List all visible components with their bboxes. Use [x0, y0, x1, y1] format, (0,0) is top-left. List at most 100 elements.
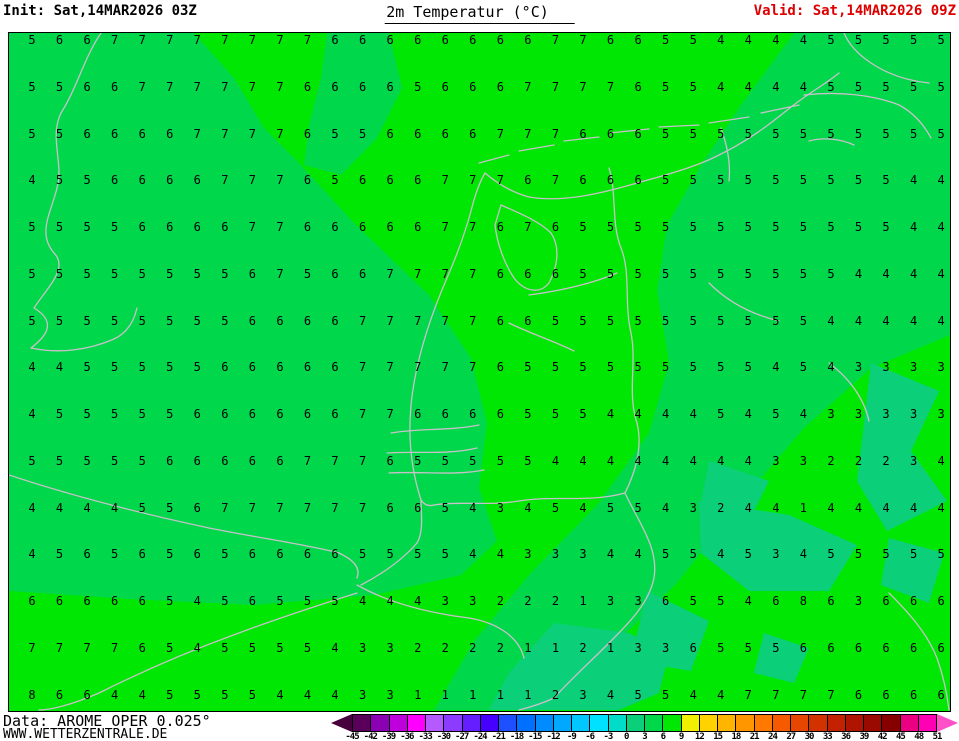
temp-value: 5 — [799, 173, 808, 188]
temp-value: 5 — [138, 266, 146, 281]
temp-value: 5 — [83, 220, 91, 234]
temp-value: 6 — [496, 360, 504, 375]
temp-value: 4 — [799, 547, 808, 562]
temp-value: 6 — [166, 173, 174, 188]
temp-value: 5 — [579, 313, 587, 328]
temp-value: 5 — [717, 640, 725, 655]
temp-value: 7 — [386, 313, 394, 328]
temp-value: 4 — [909, 500, 918, 515]
temp-value: 6 — [193, 453, 201, 468]
temp-value: 4 — [606, 407, 615, 421]
colorbar-tick-label: 39 — [859, 732, 869, 741]
temp-value: 4 — [937, 173, 945, 188]
temp-value: 4 — [717, 79, 725, 94]
temp-value: 5 — [138, 360, 146, 375]
temp-value: 4 — [717, 453, 725, 468]
temp-value: 3 — [441, 594, 449, 608]
temp-value: 6 — [221, 360, 229, 375]
temp-value: 6 — [221, 220, 229, 234]
temp-value: 5 — [55, 313, 64, 328]
coastline-france — [38, 592, 358, 711]
temp-value: 4 — [909, 266, 918, 281]
temp-value: 5 — [744, 360, 752, 375]
temp-value: 5 — [937, 33, 945, 47]
temp-value: 5 — [744, 266, 752, 281]
temp-value: 6 — [689, 640, 697, 655]
temp-value: 5 — [138, 407, 146, 421]
temp-value: 4 — [414, 594, 422, 608]
border-nl-be — [420, 492, 626, 507]
temp-value: 6 — [83, 547, 91, 562]
temp-value: 6 — [854, 640, 863, 655]
temp-value: 5 — [689, 360, 697, 375]
temp-value: 5 — [111, 360, 119, 375]
temp-value: 4 — [937, 500, 945, 515]
river-thames — [30, 307, 138, 352]
temp-value: 7 — [138, 33, 146, 47]
temp-value: 6 — [276, 313, 284, 328]
temp-value: 5 — [689, 313, 697, 328]
temp-value: 5 — [111, 220, 119, 234]
temp-value: 6 — [827, 594, 835, 608]
temp-value: 7 — [193, 33, 201, 47]
temp-value: 7 — [551, 126, 560, 141]
temperature-grid: 5 6 6 7 7 7 7 7 7 7 7 6 6 6 6 6 6 6 6 7 7 6 6 5 5 4 4 4 4 5 5 5 5 5 5 5 6 6 7 7… — [9, 33, 950, 711]
temp-value: 7 — [386, 266, 394, 281]
temp-value: 7 — [579, 33, 587, 47]
temp-value: 4 — [744, 594, 752, 608]
temp-value: 6 — [414, 33, 422, 47]
temp-value: 5 — [634, 360, 642, 375]
temp-value: 3 — [854, 594, 863, 608]
temp-value: 6 — [414, 173, 422, 188]
temp-value: 4 — [882, 313, 890, 328]
temp-value: 5 — [221, 313, 229, 328]
temp-value: 7 — [358, 360, 367, 375]
temp-value: 5 — [772, 126, 780, 141]
temp-value: 5 — [469, 453, 477, 468]
temp-value: 5 — [717, 266, 725, 281]
colorbar-tick-label: 42 — [877, 732, 888, 741]
temp-value: 5 — [28, 313, 36, 328]
temp-value: 3 — [909, 360, 918, 375]
colorbar-tick-label: 48 — [914, 732, 924, 741]
colorbar-cell — [444, 715, 463, 731]
temp-value: 5 — [827, 220, 835, 234]
temp-value: 7 — [221, 33, 229, 47]
temp-value: 5 — [772, 640, 780, 655]
temp-value: 7 — [276, 266, 284, 281]
temp-value: 5 — [414, 453, 422, 468]
colorbar-tick-label: -27 — [455, 732, 469, 741]
temp-value: 5 — [166, 547, 174, 562]
temp-value: 1 — [606, 640, 615, 655]
temp-value: 6 — [441, 126, 449, 141]
coastline-uk-southeast — [9, 474, 359, 579]
temp-value: 5 — [166, 687, 174, 702]
temp-value: 6 — [496, 313, 504, 328]
temp-value: 5 — [331, 126, 339, 141]
temp-value: 6 — [331, 79, 339, 94]
temp-value: 6 — [634, 33, 642, 47]
temp-value: 6 — [662, 594, 670, 608]
temp-value: 4 — [138, 687, 146, 702]
temp-value: 6 — [248, 407, 257, 421]
temp-value: 5 — [882, 220, 890, 234]
temp-value: 4 — [28, 360, 36, 375]
temp-value: 5 — [827, 79, 835, 94]
temp-value: 7 — [248, 220, 257, 234]
temp-value: 5 — [689, 126, 697, 141]
temp-value: 4 — [111, 687, 119, 702]
colorbar-tick-label: -9 — [566, 732, 577, 741]
temp-value: 6 — [303, 407, 312, 421]
temp-value: 5 — [166, 360, 174, 375]
temp-value: 5 — [937, 126, 945, 141]
temp-value: 6 — [111, 79, 119, 94]
temp-value: 5 — [55, 79, 64, 94]
colorbar-cell — [462, 715, 481, 731]
temp-value: 5 — [28, 453, 36, 468]
temp-value: 4 — [331, 687, 339, 702]
colorbar-right-arrow — [937, 714, 958, 732]
temp-value: 5 — [193, 687, 201, 702]
temp-value: 7 — [441, 220, 449, 234]
colorbar-cell — [827, 715, 846, 731]
temp-value: 5 — [662, 313, 670, 328]
